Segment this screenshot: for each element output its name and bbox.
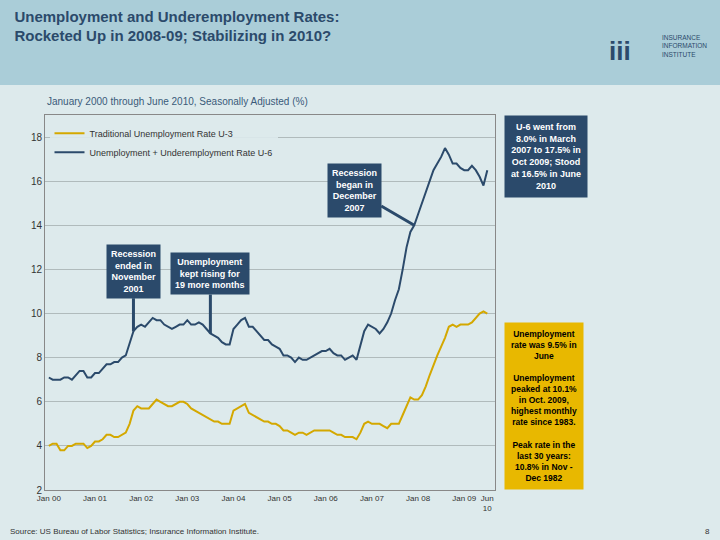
svg-text:Source: US Bureau of Labor Sta: Source: US Bureau of Labor Statistics; I… <box>10 527 259 536</box>
svg-text:Jan 02: Jan 02 <box>129 494 154 503</box>
svg-text:Jan 04: Jan 04 <box>221 494 246 503</box>
svg-text:2: 2 <box>36 485 42 496</box>
svg-text:INSURANCEINFORMATIONINSTITUTE: INSURANCEINFORMATIONINSTITUTE <box>662 34 707 58</box>
svg-text:8: 8 <box>36 352 42 363</box>
svg-text:Jan 08: Jan 08 <box>406 494 431 503</box>
svg-text:4: 4 <box>36 440 42 451</box>
svg-text:Jan 00: Jan 00 <box>37 494 62 503</box>
svg-text:Jan 09: Jan 09 <box>452 494 477 503</box>
svg-text:Recessionended inNovember2001: Recessionended inNovember2001 <box>111 249 156 294</box>
svg-text:Jan 03: Jan 03 <box>175 494 200 503</box>
svg-text:10: 10 <box>31 308 43 319</box>
svg-text:12: 12 <box>31 264 43 275</box>
svg-text:Jan 06: Jan 06 <box>314 494 339 503</box>
svg-text:Unemploymentkept rising for19: Unemploymentkept rising for19 more month… <box>175 257 245 290</box>
svg-text:16: 16 <box>31 176 43 187</box>
svg-text:Unemployment + Underemployment: Unemployment + Underemployment Rate U-6 <box>90 148 273 158</box>
svg-text:18: 18 <box>31 132 43 143</box>
svg-text:Unemployment and Underemployme: Unemployment and Underemployment Rates:R… <box>14 8 339 45</box>
svg-text:14: 14 <box>31 220 43 231</box>
svg-text:Jun10: Jun10 <box>481 494 494 513</box>
svg-text:6: 6 <box>36 396 42 407</box>
svg-text:January 2000 through June 2010: January 2000 through June 2010, Seasonal… <box>47 96 308 107</box>
svg-text:iii: iii <box>609 36 631 66</box>
svg-text:Jan 05: Jan 05 <box>268 494 293 503</box>
svg-text:Jan 07: Jan 07 <box>360 494 385 503</box>
svg-text:Traditional Unemployment Rate: Traditional Unemployment Rate U-3 <box>90 129 233 139</box>
svg-text:Unemploymentrate was 9.5% inJu: Unemploymentrate was 9.5% inJuneUnemploy… <box>511 329 577 483</box>
svg-text:8: 8 <box>705 527 710 536</box>
svg-text:Jan 01: Jan 01 <box>83 494 108 503</box>
svg-text:Recessionbegan inDecember2007: Recessionbegan inDecember2007 <box>332 168 377 213</box>
svg-text:U-6 went from8.0% in March2007: U-6 went from8.0% in March2007 to 17.5% … <box>511 122 581 191</box>
